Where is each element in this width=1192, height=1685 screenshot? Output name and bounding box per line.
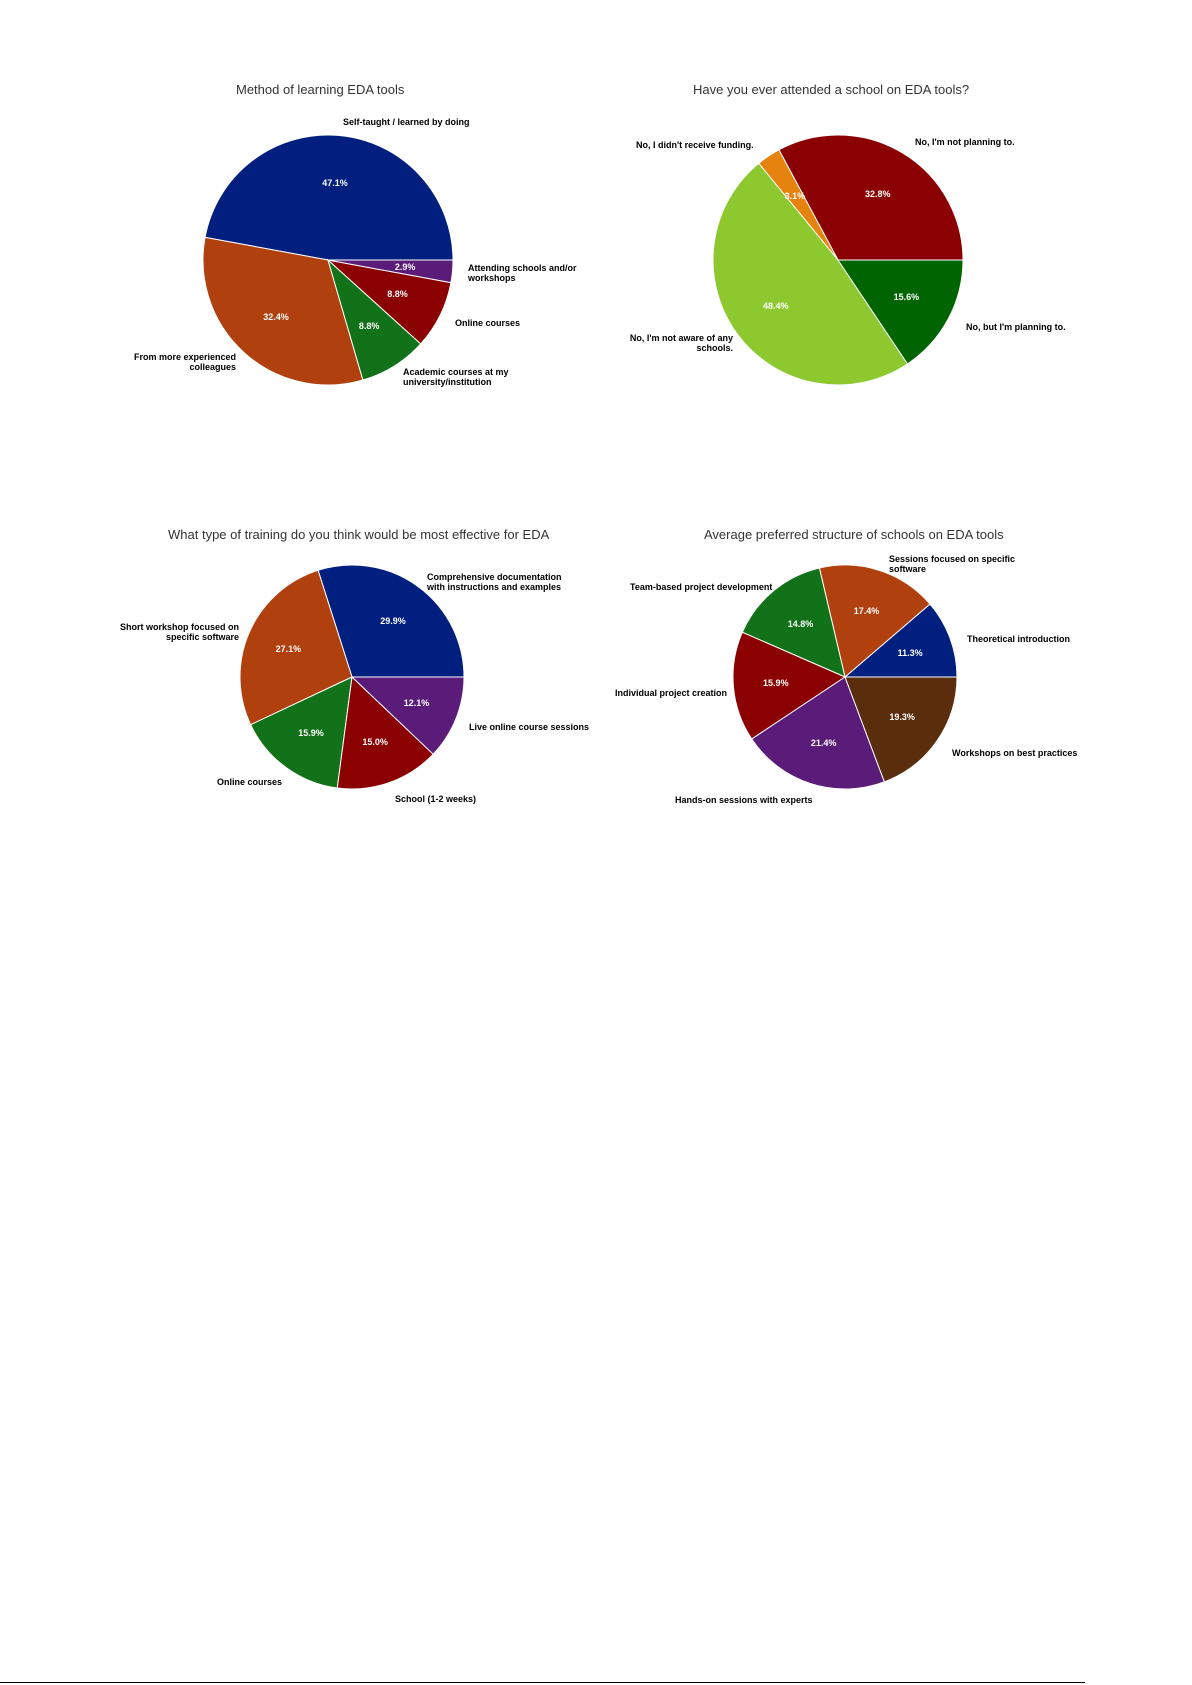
pie-slice xyxy=(202,236,364,386)
pie-slice xyxy=(837,259,964,365)
pie-chart-3 xyxy=(239,564,465,790)
pie-slice xyxy=(336,675,434,790)
label-workshops: Workshops on best practices xyxy=(952,748,1078,758)
pie-slice xyxy=(326,259,452,345)
page-footer-rule xyxy=(0,1682,1085,1683)
slice-percentage: 15.9% xyxy=(298,728,324,739)
slice-percentage: 29.9% xyxy=(380,615,406,626)
pie-slice xyxy=(327,258,422,381)
label-line: Short workshop focused on xyxy=(119,622,239,632)
label-not-aware: No, I'm not aware of any schools. xyxy=(600,333,733,353)
pie-slice xyxy=(350,676,465,755)
slice-percentage: 32.8% xyxy=(865,188,891,199)
label-line: Sessions focused on specific xyxy=(889,554,1016,564)
chart-title: Method of learning EDA tools xyxy=(236,82,405,97)
slice-percentage: 48.4% xyxy=(762,301,789,312)
label-school: School (1-2 weeks) xyxy=(395,794,477,804)
label-not-planning: No, I'm not planning to. xyxy=(915,137,1015,147)
label-funding: No, I didn't receive funding. xyxy=(636,140,754,150)
slice-percentage: 27.1% xyxy=(275,644,302,655)
pie-slice xyxy=(751,676,886,790)
pie-slice xyxy=(732,631,847,740)
label-sessions-software: Sessions focused on specific software xyxy=(889,554,1015,574)
label-colleagues: From more experienced colleagues xyxy=(118,352,236,372)
label-line: schools. xyxy=(696,343,733,353)
slice-percentage: 15.9% xyxy=(763,678,789,689)
slice-percentage: 17.4% xyxy=(853,605,880,616)
pie-slice xyxy=(843,603,958,678)
slice-percentage: 15.6% xyxy=(893,291,920,302)
label-online-courses: Online courses xyxy=(217,777,283,787)
label-line: specific software xyxy=(165,632,239,642)
label-live-online: Live online course sessions xyxy=(469,722,590,732)
slice-percentage: 47.1% xyxy=(322,177,348,188)
pie-slice xyxy=(327,259,454,284)
slice-percentage: 21.4% xyxy=(810,738,837,749)
chart-title: Average preferred structure of schools o… xyxy=(704,527,1004,542)
label-team-based: Team-based project development xyxy=(630,582,773,592)
pie-slice xyxy=(758,149,839,261)
label-line: workshops xyxy=(468,273,516,283)
label-self-taught: Self-taught / learned by doing xyxy=(343,117,470,127)
pie-slice xyxy=(204,134,454,261)
label-planning: No, but I'm planning to. xyxy=(966,322,1066,332)
slice-percentage: 19.3% xyxy=(889,711,915,722)
label-line: with instructions and examples xyxy=(427,582,562,592)
pie-slice xyxy=(818,564,931,678)
label-line: Academic courses at my xyxy=(403,367,509,377)
pie-chart-4 xyxy=(732,564,958,790)
label-line: Comprehensive documentation xyxy=(427,572,562,582)
slice-percentage: 14.8% xyxy=(787,618,814,629)
pie-slice xyxy=(741,567,846,678)
label-line: university/institution xyxy=(403,377,492,387)
slice-percentage: 32.4% xyxy=(263,312,289,323)
label-individual: Individual project creation xyxy=(615,688,728,698)
slice-percentage: 12.1% xyxy=(403,697,430,708)
pie-slice xyxy=(317,564,465,678)
label-theoretical: Theoretical introduction xyxy=(967,634,1071,644)
pie-slice xyxy=(712,162,909,386)
slice-percentage: 3.1% xyxy=(784,190,806,201)
label-documentation: Comprehensive documentation with instruc… xyxy=(427,572,562,592)
label-academic: Academic courses at my university/instit… xyxy=(403,367,509,387)
label-line: Attending schools and/or xyxy=(468,263,577,273)
slice-percentage: 8.8% xyxy=(387,289,408,300)
label-short-workshop: Short workshop focused on specific softw… xyxy=(100,622,239,642)
label-line: From more experienced xyxy=(133,352,236,362)
chart-title: Have you ever attended a school on EDA t… xyxy=(693,82,970,97)
chart-title: What type of training do you think would… xyxy=(168,527,550,542)
pie-slice xyxy=(844,676,958,783)
pie-slice xyxy=(778,134,964,261)
slice-percentage: 15.0% xyxy=(362,737,388,748)
pie-slice xyxy=(239,569,353,726)
label-line: No, I'm not aware of any xyxy=(629,333,733,343)
pie-slice xyxy=(249,676,353,789)
label-attending: Attending schools and/or workshops xyxy=(468,263,577,283)
slice-percentage: 2.9% xyxy=(394,262,416,273)
label-line: colleagues xyxy=(189,362,236,372)
label-online: Online courses xyxy=(455,318,521,328)
label-hands-on: Hands-on sessions with experts xyxy=(675,795,813,805)
pie-chart-2 xyxy=(712,134,964,386)
slice-percentage: 8.8% xyxy=(358,320,380,331)
label-line: software xyxy=(889,564,927,574)
slice-percentage: 11.3% xyxy=(897,647,923,658)
pie-chart-1 xyxy=(202,134,454,386)
